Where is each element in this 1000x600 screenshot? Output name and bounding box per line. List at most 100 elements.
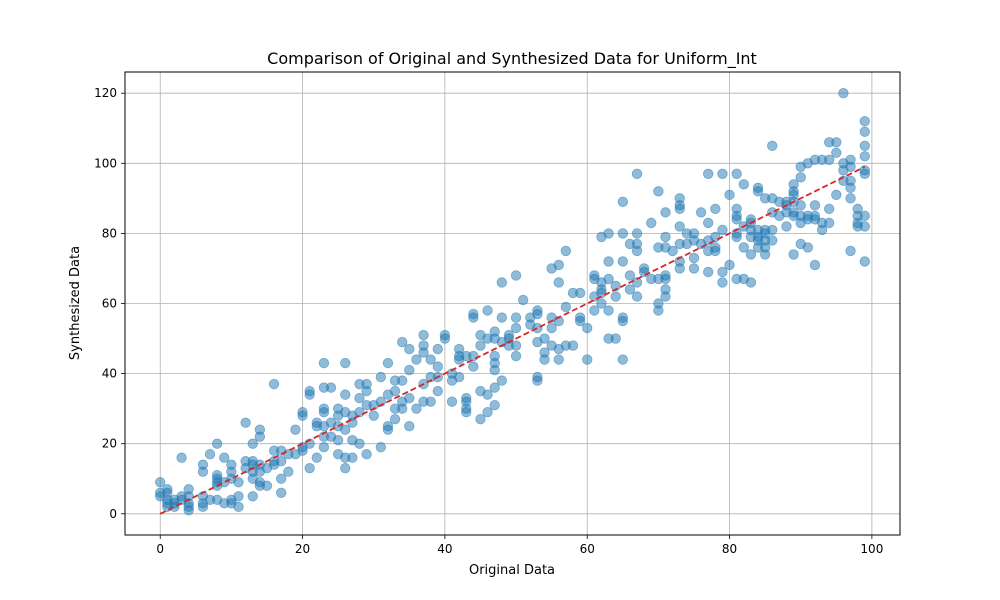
data-point [510,270,522,281]
data-point [340,357,351,369]
data-point [375,442,387,453]
data-point [717,277,728,288]
data-point [204,449,216,460]
data-point [738,179,749,190]
data-point [823,203,835,215]
data-point [496,277,508,288]
data-point [396,403,408,414]
data-point [809,259,821,271]
data-point [574,315,586,327]
data-point [169,501,180,512]
data-point [382,357,394,369]
data-point [211,438,223,449]
data-point [596,298,607,309]
data-point [304,385,315,397]
data-point [823,217,835,229]
data-point [332,434,344,446]
data-point [731,214,742,225]
data-point [347,452,358,463]
data-point [176,452,187,463]
data-point [489,364,500,376]
data-point [724,259,735,271]
data-point [710,203,721,215]
data-point [247,491,258,502]
x-tick-label: 60 [580,542,595,556]
y-tick-label: 60 [102,297,117,311]
data-point [646,217,657,229]
data-point [354,406,365,418]
data-point [432,343,443,355]
data-point [674,221,685,232]
data-point [475,413,486,425]
data-point [361,449,372,460]
data-point [859,140,870,151]
data-point [290,424,301,435]
data-point [617,354,629,365]
data-point [219,452,230,463]
data-point [859,256,870,267]
data-point [660,207,671,218]
data-point [432,361,443,372]
data-point [418,347,429,358]
data-point [539,333,550,344]
data-point [382,420,394,432]
data-point [354,438,365,449]
data-point [418,329,429,341]
data-point [340,424,351,435]
data-point [404,343,415,355]
data-point [276,473,287,484]
data-point [468,361,479,372]
data-point [767,235,778,246]
data-point [318,357,330,369]
data-point [261,480,273,491]
data-point [603,273,614,285]
data-point [354,392,365,404]
data-point [752,186,764,197]
data-point [859,126,870,137]
data-point [859,221,870,232]
data-point [582,354,593,365]
data-point [653,186,664,197]
data-point [610,280,621,292]
data-point [574,287,586,299]
data-point [738,242,749,253]
data-point [240,417,251,428]
data-point [496,312,508,323]
data-point [717,266,728,278]
data-point [688,252,700,264]
data-point [717,224,728,236]
data-point [254,431,266,442]
data-point [631,228,643,239]
data-point [560,301,572,313]
data-point [453,371,465,383]
y-tick-label: 20 [102,437,117,451]
data-point [759,249,771,260]
data-point [404,392,415,404]
data-point [361,385,372,397]
data-point [838,88,849,99]
data-point [582,322,593,334]
data-point [603,228,614,239]
data-point [155,477,166,488]
data-point [617,256,629,267]
data-point [461,406,472,418]
data-point [489,382,500,393]
axis-ticks: 0 20 40 60 80 100 0 20 40 60 80 100 120 [94,86,883,556]
data-point [831,137,842,148]
data-point [567,340,579,351]
data-point [325,382,337,393]
y-tick-label: 80 [102,226,117,240]
data-point [546,322,557,334]
data-point [710,245,721,257]
data-point [539,354,550,365]
data-point [197,501,209,512]
chart-title: Comparison of Original and Synthesized D… [267,49,757,69]
data-point [660,273,671,285]
data-point [674,263,685,274]
data-point [482,305,493,316]
y-axis-label: Synthesized Data [68,246,83,360]
data-point [183,484,194,495]
data-point [596,287,607,299]
data-point [617,228,629,239]
